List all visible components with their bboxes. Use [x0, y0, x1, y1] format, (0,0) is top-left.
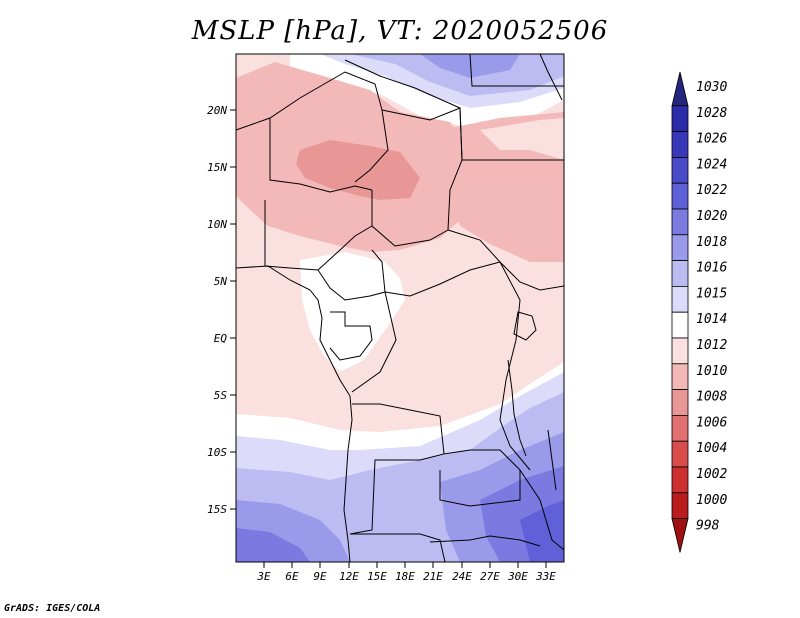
lon-label: 27E: [480, 570, 500, 583]
lon-label: 12E: [339, 570, 359, 583]
lake-tanganyika: [507, 359, 527, 457]
colorbar-swatch-1022: [671, 182, 689, 210]
lon-label: 24E: [452, 570, 472, 583]
colorbar-swatch-1006: [671, 414, 689, 442]
lat-label: 15N: [207, 161, 227, 174]
coastline-west: [236, 265, 353, 562]
map-title: MSLP [hPa], VT: 2020052506: [191, 16, 609, 46]
border-south-sudan: [447, 229, 564, 291]
map-frame: [235, 53, 565, 563]
colorbar-label-1030: 1030: [696, 80, 727, 95]
border-chad: [371, 107, 463, 247]
colorbar-swatch-1002: [671, 466, 689, 494]
lon-label: 18E: [395, 570, 415, 583]
grads-credit: GrADS: IGES/COLA: [4, 603, 101, 614]
colorbar-swatch-1016: [671, 260, 689, 287]
colorbar-swatch-998: [671, 518, 689, 553]
lat-label: 10N: [207, 218, 227, 231]
lat-label: 5N: [214, 275, 228, 288]
colorbar-swatch-1015: [671, 285, 689, 313]
colorbar-swatch-1010: [671, 363, 689, 390]
colorbar-swatch-1024: [671, 156, 689, 184]
lat-label: 20N: [207, 104, 227, 117]
country-borders: [236, 54, 564, 562]
field-south-1020: [236, 528, 310, 562]
colorbar-swatch-1000: [671, 492, 689, 519]
border-congo: [351, 291, 397, 393]
border-egypt: [469, 54, 564, 87]
colorbar-swatch-1030: [671, 71, 689, 107]
colorbar-swatch-1020: [671, 208, 689, 236]
colorbar-label-1024: 1024: [696, 157, 727, 172]
colorbar-swatch-1004: [671, 440, 689, 468]
colorbar-label-1006: 1006: [696, 415, 727, 430]
colorbar-swatch-1018: [671, 234, 689, 262]
lon-axis: 3E 6E 9E 12E 15E 18E 21E 24E 27E 30E 33E: [256, 562, 556, 583]
colorbar-label-1010: 1010: [696, 364, 727, 379]
lat-label: 5S: [214, 389, 228, 402]
colorbar-label-1018: 1018: [696, 235, 727, 250]
colorbar-label-1016: 1016: [696, 261, 727, 276]
border-namibia: [350, 533, 446, 562]
lon-label: 33E: [535, 570, 556, 583]
pressure-field: [236, 54, 564, 562]
field-south-1022: [520, 500, 564, 562]
lake-victoria: [513, 311, 537, 341]
lon-label: 21E: [423, 570, 443, 583]
border-gabon: [329, 311, 373, 361]
colorbar: 1030 1028 1026 1024 1022 1020 1018 1016 1015 1014…: [671, 71, 727, 553]
lon-label: 30E: [507, 570, 528, 583]
border-cameroon: [317, 249, 386, 301]
lake-malawi: [547, 429, 557, 491]
colorbar-label-1004: 1004: [696, 441, 727, 456]
lat-label: EQ: [214, 332, 228, 345]
colorbar-label-1002: 1002: [696, 467, 727, 482]
colorbar-swatch-1012: [671, 337, 689, 365]
lon-label: 9E: [313, 570, 327, 583]
colorbar-swatch-1028: [671, 105, 689, 133]
colorbar-label-1015: 1015: [696, 286, 727, 301]
lat-label: 15S: [207, 503, 227, 516]
field-east-white: [480, 118, 564, 160]
colorbar-swatch-1026: [671, 131, 689, 158]
colorbar-label-998: 998: [696, 519, 720, 534]
colorbar-label-1008: 1008: [696, 390, 727, 405]
colorbar-swatch-1014: [671, 311, 689, 339]
colorbar-label-1022: 1022: [696, 183, 727, 198]
border-car: [384, 261, 501, 297]
coastline-east: [539, 54, 563, 101]
border-zambia: [439, 449, 521, 507]
border-drc-east: [499, 261, 531, 471]
lon-label: 6E: [285, 570, 299, 583]
colorbar-label-1028: 1028: [696, 106, 727, 121]
colorbar-swatch-1008: [671, 389, 689, 416]
lon-label: 3E: [256, 570, 271, 583]
lon-label: 15E: [367, 570, 387, 583]
lat-axis: 20N 15N 10N 5N EQ 5S 10S 15S: [207, 104, 236, 516]
colorbar-label-1026: 1026: [696, 132, 727, 147]
border-algeria: [236, 71, 389, 183]
colorbar-label-1012: 1012: [696, 338, 727, 353]
colorbar-label-1000: 1000: [696, 493, 727, 508]
colorbar-label-1014: 1014: [696, 312, 727, 327]
border-niger: [269, 118, 373, 193]
field-north-1018: [420, 54, 520, 78]
colorbar-label-1020: 1020: [696, 209, 727, 224]
border-mozambique: [519, 469, 564, 551]
border-botswana: [429, 535, 541, 547]
lat-label: 10S: [207, 446, 227, 459]
field-sahara-1008: [296, 140, 420, 200]
